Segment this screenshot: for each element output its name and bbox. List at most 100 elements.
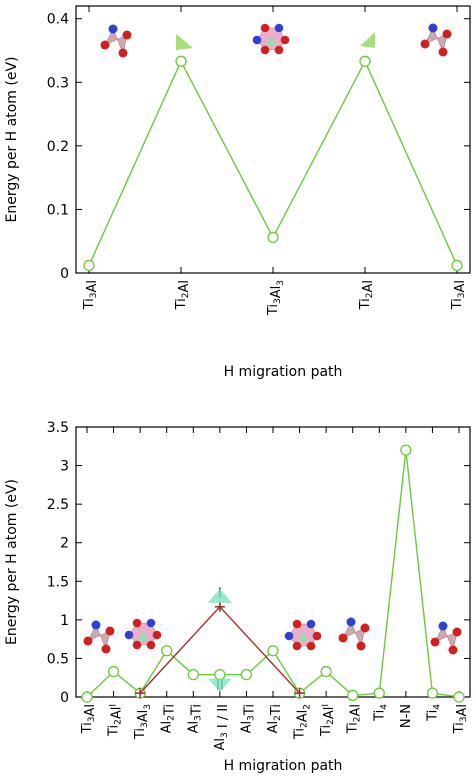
bottom-plot-frame [75,426,471,698]
atom-0 [430,637,440,647]
atom-1 [260,23,270,33]
atom-4 [146,640,156,650]
atom-0 [338,633,348,643]
structure-inset-bottom-3 [124,618,162,650]
atom-0 [124,630,134,640]
atom-3 [108,24,118,34]
structure-inset-bottom-9 [284,619,322,651]
bottom-point-0-9 [320,665,332,678]
top-point-0-2 [267,231,279,244]
atom-1 [122,30,132,40]
top-point-0-0 [83,259,95,272]
bottom-ytick-label-0: 0 [60,690,69,706]
top-tick-label-3: Ti2Al [358,280,376,310]
atom-3 [152,630,162,640]
top-x-axis-label: H migration path [224,364,343,380]
bottom-tick-label-7: Al2Ti [266,704,284,733]
atom-0 [420,39,430,49]
h-site-wedge-top-4 [360,32,375,48]
bottom-tick-label-11: Ti4 [372,704,389,722]
bottom-tick-label-6: Al3Ti [239,704,257,733]
bottom-tick-label-0: Ti3Al [80,704,98,734]
structure-inset-bottom-1 [83,620,115,654]
structure-inset-top-5 [420,23,452,57]
atom-2 [306,619,316,629]
bottom-point-0-11 [373,687,385,699]
atom-5 [260,45,270,55]
bottom-point-0-7 [267,645,279,657]
top-point-0-3 [359,55,371,67]
atom-2 [438,47,448,57]
bottom-ytick-label-4: 2 [60,536,69,552]
atom-3 [280,35,290,45]
atom-3 [428,23,438,33]
bottom-point-0-0 [81,691,93,703]
bottom-y-axis-label: Energy per H atom (eV) [4,479,20,645]
top-ytick-label-0: 0 [60,266,69,282]
atom-5 [292,641,302,651]
atom-1 [360,623,370,633]
bottom-point-0-12 [400,444,412,456]
bottom-tick-label-14: Ti3Al [452,704,470,734]
bottom-point-0-14 [453,691,465,703]
top-tick-label-2: Ti3Al3 [266,280,286,316]
bottom-ytick-label-6: 3 [60,459,69,475]
bottom-point-0-4 [187,668,199,681]
bottom-point-1-0 [135,688,146,699]
bottom-tick-label-12: N-N [399,704,414,728]
atom-3 [312,631,322,641]
top-point-0-4 [451,259,463,272]
atom-1 [132,618,142,628]
top-ytick-label-2: 0.2 [47,139,69,155]
bottom-point-0-1 [107,665,120,678]
atom-0 [100,40,110,50]
h-site-marker-II [207,678,232,692]
bottom-ytick-label-2: 1 [60,613,69,629]
structure-inset-top-1 [100,24,132,58]
atom-3 [91,620,101,630]
bottom-tick-label-9: Ti2AlI [319,704,337,737]
bottom-tick-label-10: Ti2Al [346,704,364,734]
bottom-point-1-1 [214,601,225,612]
atom-3 [438,621,448,631]
top-ytick-label-4: 0.4 [47,12,69,28]
bottom-x-axis-label: H migration path [224,758,343,774]
bottom-point-0-13 [426,687,439,699]
bottom-tick-label-1: Ti2AlI [107,704,125,737]
atom-2 [146,618,156,628]
atom-1 [442,29,452,39]
bottom-point-1-2 [294,688,305,699]
bottom-ytick-label-5: 2.5 [47,497,69,513]
atom-3 [346,617,356,627]
bottom-tick-label-2: Ti3Al3 [133,704,153,740]
atom-2 [101,644,111,654]
atom-2 [118,48,128,58]
structure-inset-bottom-11 [338,617,370,651]
structure-insets [83,23,462,655]
bottom-tick-label-13: Ti4 [425,704,442,722]
bottom-point-0-10 [347,689,359,702]
atom-2 [274,23,284,33]
bottom-tick-label-8: Ti2Al2 [293,704,313,740]
atom-5 [132,640,142,650]
bottom-ytick-label-1: 0.5 [47,651,69,667]
atom-2 [356,641,366,651]
bottom-chart: 0 0.5 1 1.5 2 2.5 3 3.5 Ti3Al Ti2AlI Ti3Al3 Al2Ti Al… [4,420,471,774]
atom-1 [105,626,115,636]
structure-inset-bottom-15 [430,621,462,655]
bottom-ytick-label-3: 1.5 [47,574,69,590]
atom-0 [83,636,93,646]
bottom-tick-label-5: Al3 I / II [213,704,231,751]
top-chart: 0 0.1 0.2 0.3 0.4 Ti3Al Ti2Al Ti3Al3 Ti2Al Ti3Al E… [4,5,471,380]
bottom-point-0-3 [161,645,173,657]
h-site-wedge-top-2 [176,34,193,50]
top-point-0-1 [175,55,187,67]
atom-1 [452,627,462,637]
top-tick-label-0: Ti3Al [82,280,100,310]
atom-4 [306,641,316,651]
top-ytick-label-3: 0.3 [47,75,69,91]
bottom-point-0-6 [240,668,253,681]
structure-inset-top-3 [252,23,290,55]
bottom-series-line-0 [86,450,460,698]
